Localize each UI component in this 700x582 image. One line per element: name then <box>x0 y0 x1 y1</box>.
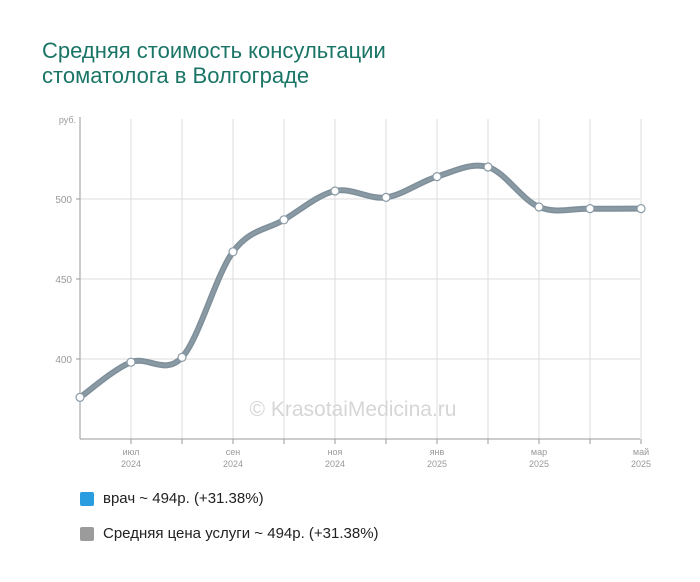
legend-label-average: Средняя цена услуги ~ 494р. (+31.38%) <box>103 525 379 542</box>
data-point <box>330 186 340 196</box>
data-point <box>483 162 493 172</box>
chart-title: Средняя стоимость консультации стоматоло… <box>42 38 602 88</box>
x-tick-label-year: 2024 <box>223 459 243 469</box>
data-point <box>636 204 646 214</box>
y-unit-label: руб. <box>59 115 76 125</box>
x-tick-label-month: сен <box>226 447 241 457</box>
x-tick-label-year: 2025 <box>631 459 651 469</box>
chart-title-line-2: стоматолога в Волгограде <box>42 63 310 88</box>
data-point <box>75 392 85 402</box>
data-point <box>432 172 442 182</box>
data-point <box>228 247 238 257</box>
data-point <box>126 357 136 367</box>
x-tick-label-month: май <box>633 447 649 457</box>
x-tick-label-month: ноя <box>328 447 343 457</box>
legend-swatch-average <box>80 526 94 541</box>
y-tick-label: 400 <box>55 355 72 366</box>
legend-item-average[interactable]: Средняя цена услуги ~ 494р. (+31.38%) <box>80 525 379 542</box>
data-point <box>279 215 289 225</box>
data-point <box>381 192 391 202</box>
legend-label-vrach: врач ~ 494р. (+31.38%) <box>103 490 264 507</box>
chart-title-line-1: Средняя стоимость консультации <box>42 38 386 63</box>
x-tick-label-month: мар <box>531 447 547 457</box>
x-tick-label-year: 2024 <box>121 459 141 469</box>
legend-item-vrach[interactable]: врач ~ 494р. (+31.38%) <box>80 490 264 507</box>
line-chart: 400 450 500 руб. июл 2024 сен 2024 ноя 2024 янв 202… <box>55 115 651 469</box>
watermark: © KrasotaiMedicina.ru <box>250 398 457 421</box>
data-point <box>177 352 187 362</box>
y-tick-label: 450 <box>55 275 72 286</box>
x-tick-label-year: 2024 <box>325 459 345 469</box>
x-tick-label-year: 2025 <box>427 459 447 469</box>
x-tick-label-month: янв <box>430 447 445 457</box>
series-line-vrach <box>77 162 644 401</box>
x-tick-label-month: июл <box>123 447 140 457</box>
data-point <box>534 202 544 212</box>
data-point <box>585 204 595 214</box>
y-tick-label: 500 <box>55 195 72 206</box>
x-tick-label-year: 2025 <box>529 459 549 469</box>
legend-swatch-vrach <box>80 491 94 506</box>
